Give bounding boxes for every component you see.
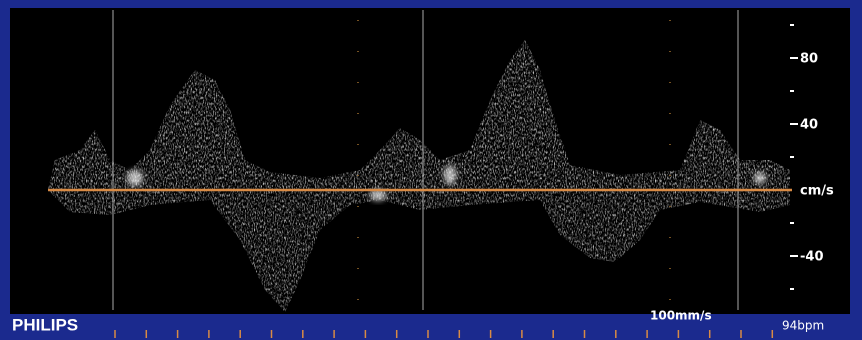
heart-rate: 94bpm <box>782 319 824 333</box>
page: 8040-40 cm/s PHILIPS 100mm/s 94bpm (() =… <box>0 0 862 340</box>
scale-tick-label: 80 <box>800 52 818 67</box>
scale-tick-label: -40 <box>800 250 824 265</box>
sweep-speed: 100mm/s <box>650 309 712 323</box>
scale-unit: cm/s <box>800 184 834 199</box>
scale-tick-label: 40 <box>800 118 818 133</box>
doppler-screen: 80 40 -40 cm/s PHILIPS 100mm/s 94bpm <box>0 0 862 340</box>
brand-logo: PHILIPS <box>12 315 78 334</box>
